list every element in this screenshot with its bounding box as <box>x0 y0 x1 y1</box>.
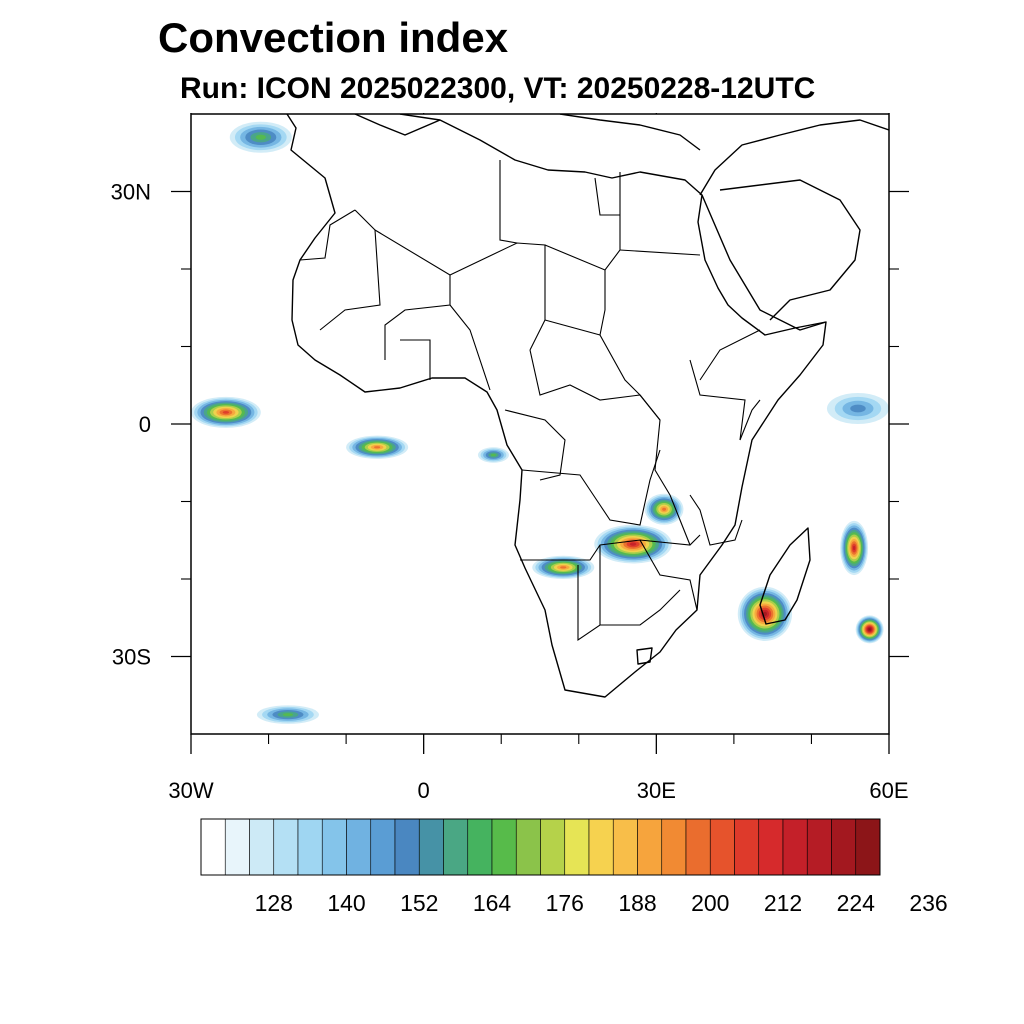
colorbar-swatch <box>515 818 541 876</box>
colorbar-swatch <box>734 818 760 876</box>
colorbar-swatch <box>564 818 590 876</box>
chart-title: Convection index <box>158 14 509 61</box>
lon-tick-label: 60E <box>869 778 908 803</box>
atlantic-west-cell <box>191 396 261 428</box>
lon-tick-label: 0 <box>418 778 430 803</box>
colorbar-swatch <box>782 818 808 876</box>
colorbar-swatch <box>467 818 493 876</box>
congo-basin-cell <box>477 447 509 463</box>
colorbar-swatch <box>224 818 250 876</box>
colorbar-swatch <box>200 818 226 876</box>
colorbar-swatch <box>443 818 469 876</box>
lat-tick-label: 0 <box>139 412 151 437</box>
map-frame <box>190 113 890 735</box>
colorbar-swatch <box>758 818 784 876</box>
country-borders <box>299 160 761 642</box>
colorbar-swatch <box>394 818 420 876</box>
coastline <box>286 114 889 698</box>
colorbar-swatch <box>588 818 614 876</box>
lat-tick-label: 30S <box>112 645 151 670</box>
colorbar-label: 212 <box>764 890 802 916</box>
axis-ticks: 30W 0 30E 60E 30N 0 30S <box>111 113 909 803</box>
colorbar-swatch <box>418 818 444 876</box>
colorbar-swatch <box>297 818 323 876</box>
colorbar-swatch <box>321 818 347 876</box>
colorbar-swatch <box>831 818 857 876</box>
mozambique-channel-cyclone <box>737 586 793 641</box>
colorbar-label: 152 <box>400 890 438 916</box>
colorbar-swatch <box>249 818 275 876</box>
colorbar-swatch <box>273 818 299 876</box>
colorbar-swatch <box>685 818 711 876</box>
convection-field <box>191 121 889 724</box>
colorbar-label: 140 <box>327 890 365 916</box>
lat-tick-label: 30N <box>111 180 151 205</box>
colorbar-label: 236 <box>909 890 947 916</box>
colorbar-swatch <box>709 818 735 876</box>
lon-tick-label: 30W <box>168 778 213 803</box>
malawi-cell <box>644 493 684 525</box>
colorbar-label: 176 <box>546 890 584 916</box>
colorbar-swatch <box>661 818 687 876</box>
colorbar-label: 224 <box>837 890 876 916</box>
colorbar-swatch <box>806 818 832 876</box>
colorbar-label: 164 <box>473 890 512 916</box>
mascarene-cyclone <box>855 615 884 644</box>
lon-tick-label: 30E <box>637 778 676 803</box>
colorbar-swatch <box>637 818 663 876</box>
colorbar-swatch <box>491 818 517 876</box>
colorbar-swatch <box>540 818 566 876</box>
namibia-angola-cell <box>532 555 595 579</box>
indian-ocean-band <box>826 393 889 424</box>
chart-subtitle: Run: ICON 2025022300, VT: 20250228-12UTC <box>180 72 816 105</box>
mediterranean-west-cell <box>229 121 292 153</box>
colorbar: 128 140 152 164 176 188 200 212 224 236 <box>200 818 948 916</box>
colorbar-swatch <box>370 818 396 876</box>
south-atlantic-cell <box>256 705 319 724</box>
colorbar-label: 188 <box>618 890 656 916</box>
madagascar-east-cell <box>840 520 869 576</box>
colorbar-swatch <box>612 818 638 876</box>
colorbar-label: 200 <box>691 890 729 916</box>
gulf-of-guinea-cell <box>346 435 409 459</box>
colorbar-swatch <box>855 818 881 876</box>
colorbar-label: 128 <box>255 890 293 916</box>
colorbar-swatch <box>346 818 372 876</box>
